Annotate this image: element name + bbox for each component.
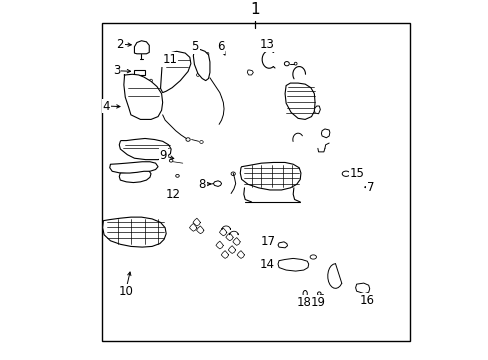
Polygon shape (160, 51, 190, 93)
Text: 1: 1 (250, 2, 259, 17)
Bar (102, 23, 409, 341)
Ellipse shape (199, 141, 203, 143)
Text: 4: 4 (102, 99, 110, 113)
Polygon shape (278, 242, 287, 248)
Text: 12: 12 (165, 188, 181, 201)
Ellipse shape (170, 68, 173, 71)
Polygon shape (355, 283, 369, 294)
Ellipse shape (309, 255, 316, 259)
Polygon shape (240, 162, 300, 190)
Ellipse shape (193, 55, 196, 58)
Polygon shape (109, 162, 158, 174)
Polygon shape (134, 41, 149, 54)
Polygon shape (134, 70, 145, 75)
Text: 2: 2 (116, 38, 124, 51)
Ellipse shape (231, 172, 235, 176)
Text: 9: 9 (159, 149, 167, 162)
Polygon shape (247, 70, 253, 75)
Text: 10: 10 (118, 285, 133, 298)
Polygon shape (119, 139, 171, 159)
Ellipse shape (294, 62, 296, 65)
Text: 15: 15 (349, 167, 364, 180)
Ellipse shape (175, 60, 178, 64)
Text: 19: 19 (310, 296, 325, 309)
Ellipse shape (171, 76, 174, 79)
Ellipse shape (170, 60, 174, 64)
Ellipse shape (185, 138, 190, 141)
Ellipse shape (196, 73, 199, 76)
Ellipse shape (149, 79, 152, 82)
Ellipse shape (175, 175, 179, 177)
Ellipse shape (303, 291, 306, 297)
Polygon shape (123, 74, 163, 120)
Ellipse shape (284, 62, 289, 66)
Text: 14: 14 (260, 258, 274, 271)
Text: 6: 6 (216, 40, 224, 53)
Ellipse shape (205, 68, 208, 71)
Ellipse shape (169, 159, 173, 162)
Text: 8: 8 (198, 178, 205, 191)
Text: 13: 13 (260, 38, 274, 51)
Polygon shape (314, 106, 320, 114)
Text: 7: 7 (366, 181, 374, 194)
Ellipse shape (317, 292, 321, 296)
Text: 17: 17 (261, 235, 275, 248)
Polygon shape (321, 129, 329, 138)
Text: 5: 5 (191, 40, 199, 53)
Polygon shape (213, 181, 221, 186)
Text: 16: 16 (359, 294, 374, 307)
Ellipse shape (205, 53, 208, 55)
Polygon shape (119, 171, 151, 183)
Polygon shape (102, 217, 166, 247)
Polygon shape (285, 83, 314, 120)
Polygon shape (193, 49, 209, 81)
Text: 18: 18 (296, 296, 310, 309)
Text: 11: 11 (162, 53, 177, 66)
Polygon shape (278, 258, 308, 271)
Ellipse shape (342, 171, 349, 176)
Text: 3: 3 (113, 64, 120, 77)
